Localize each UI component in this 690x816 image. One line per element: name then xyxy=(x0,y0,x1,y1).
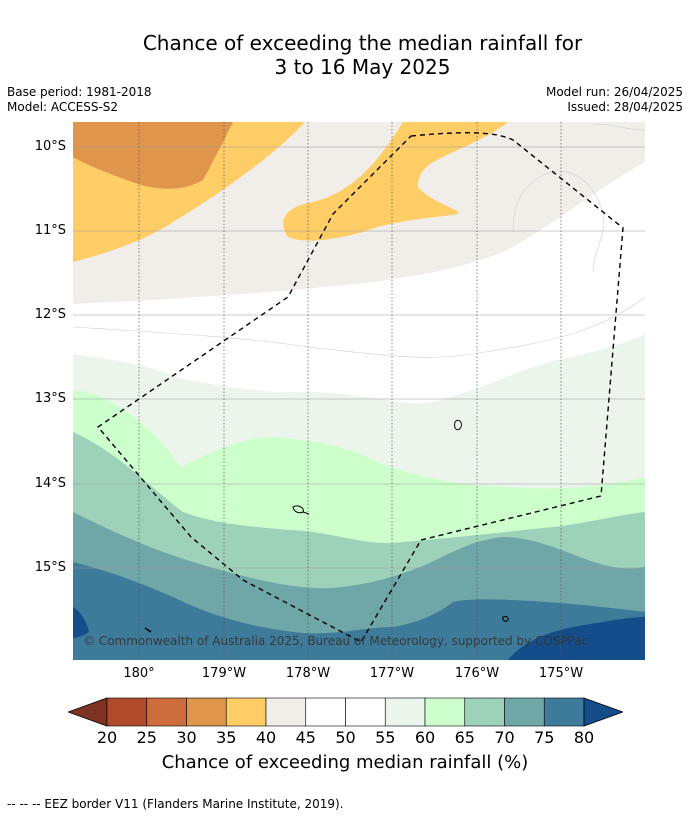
lon-label: 180° xyxy=(123,666,155,681)
band-80-plus-west xyxy=(73,607,89,638)
colorbar-segment xyxy=(305,697,346,727)
colorbar-segment xyxy=(146,697,187,727)
colorbar-tick-label: 70 xyxy=(494,728,515,747)
lon-label: 176°W xyxy=(454,666,500,681)
colorbar-segment xyxy=(265,697,307,727)
island-icon xyxy=(502,616,509,622)
colorbar-extend-high xyxy=(583,697,623,727)
model-name: Model: ACCESS-S2 xyxy=(7,100,119,114)
island-icon xyxy=(144,627,152,633)
lat-label: 15°S xyxy=(34,560,66,575)
meridians xyxy=(138,122,562,660)
colorbar-segment xyxy=(225,697,267,727)
colorbar-tick-label: 45 xyxy=(295,728,316,747)
gridlines xyxy=(73,146,645,569)
colorbar-segment xyxy=(543,697,585,727)
island-icon xyxy=(292,505,310,515)
colorbar xyxy=(68,697,623,727)
issued-date: Issued: 28/04/2025 xyxy=(567,100,683,114)
colorbar-label: Chance of exceeding median rainfall (%) xyxy=(161,752,529,773)
meta-left: Base period: 1981-2018 Model: ACCESS-S2 xyxy=(7,85,152,115)
colorbar-tick-label: 80 xyxy=(573,728,595,747)
colorbar-segment xyxy=(106,697,148,727)
colorbar-segment xyxy=(345,697,386,727)
eez-border xyxy=(96,132,624,643)
band-35-40-north xyxy=(283,122,508,241)
model-run: Model run: 26/04/2025 xyxy=(545,85,683,99)
contour-lines xyxy=(73,123,645,358)
colorbar-segment xyxy=(464,697,505,727)
chart-title: Chance of exceeding the median rainfall … xyxy=(0,31,690,79)
lon-label: 179°W xyxy=(201,666,247,681)
colorbar-tick-label: 50 xyxy=(335,728,356,747)
colorbar-tick-label: 75 xyxy=(534,728,555,747)
colorbar-segment xyxy=(504,697,545,727)
lat-label: 11°S xyxy=(34,223,66,238)
lon-label: 177°W xyxy=(369,666,415,681)
lat-label: 12°S xyxy=(34,307,66,322)
copyright-text: © Commonwealth of Australia 2025, Bureau… xyxy=(83,634,588,648)
eez-legend-note: -- -- -- EEZ border V11 (Flanders Marine… xyxy=(7,797,344,811)
band-30-35 xyxy=(73,122,233,189)
rainfall-map: © Commonwealth of Australia 2025, Bureau… xyxy=(73,122,645,660)
colorbar-tick-label: 60 xyxy=(414,728,436,747)
meta-right: Model run: 26/04/2025 Issued: 28/04/2025 xyxy=(546,85,683,115)
colorbar-tick-label: 25 xyxy=(136,728,157,747)
title-line-2: 3 to 16 May 2025 xyxy=(274,55,451,79)
lon-label: 178°W xyxy=(285,666,331,681)
colorbar-tick-label: 35 xyxy=(216,728,237,747)
title-line-1: Chance of exceeding the median rainfall … xyxy=(142,31,583,55)
colorbar-segment xyxy=(186,697,227,727)
base-period: Base period: 1981-2018 xyxy=(7,85,152,99)
band-75-80 xyxy=(73,562,645,660)
colorbar-segment xyxy=(384,697,426,727)
colorbar-extend-low xyxy=(68,697,108,727)
lon-label: 175°W xyxy=(538,666,584,681)
colorbar-tick-label: 40 xyxy=(255,728,277,747)
lat-label: 10°S xyxy=(34,139,66,154)
colorbar-tick-label: 55 xyxy=(375,728,396,747)
island-icon xyxy=(454,419,462,431)
colorbar-segment xyxy=(424,697,466,727)
colorbar-tick-label: 20 xyxy=(96,728,118,747)
lat-label: 14°S xyxy=(34,476,66,491)
band-80-plus xyxy=(508,617,645,660)
lat-label: 13°S xyxy=(34,391,66,406)
colorbar-tick-label: 30 xyxy=(176,728,197,747)
colorbar-tick-label: 65 xyxy=(454,728,475,747)
